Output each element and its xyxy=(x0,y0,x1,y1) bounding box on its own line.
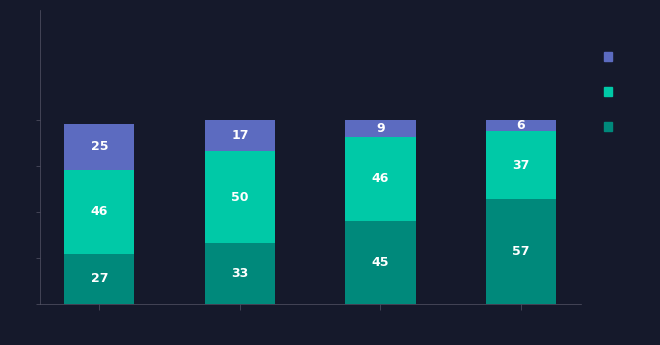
Text: 17: 17 xyxy=(231,129,249,142)
Text: 6: 6 xyxy=(517,119,525,132)
Bar xyxy=(345,120,416,137)
Text: 9: 9 xyxy=(376,122,385,135)
Text: 45: 45 xyxy=(372,256,389,269)
Bar xyxy=(345,137,416,221)
Bar xyxy=(345,221,416,304)
Bar xyxy=(205,120,275,151)
Text: 33: 33 xyxy=(231,267,249,280)
Bar xyxy=(205,243,275,304)
Bar xyxy=(64,254,135,304)
Text: 57: 57 xyxy=(512,245,530,258)
Bar xyxy=(486,199,556,304)
Text: 46: 46 xyxy=(90,206,108,218)
Text: 37: 37 xyxy=(512,159,530,172)
Text: 50: 50 xyxy=(231,191,249,204)
Bar xyxy=(64,124,135,170)
Text: 46: 46 xyxy=(372,172,389,186)
Legend: , , : , , xyxy=(604,51,615,134)
Bar xyxy=(486,120,556,131)
Text: 25: 25 xyxy=(90,140,108,154)
Text: 27: 27 xyxy=(90,272,108,285)
Bar xyxy=(205,151,275,243)
Bar xyxy=(64,170,135,254)
Bar xyxy=(486,131,556,199)
